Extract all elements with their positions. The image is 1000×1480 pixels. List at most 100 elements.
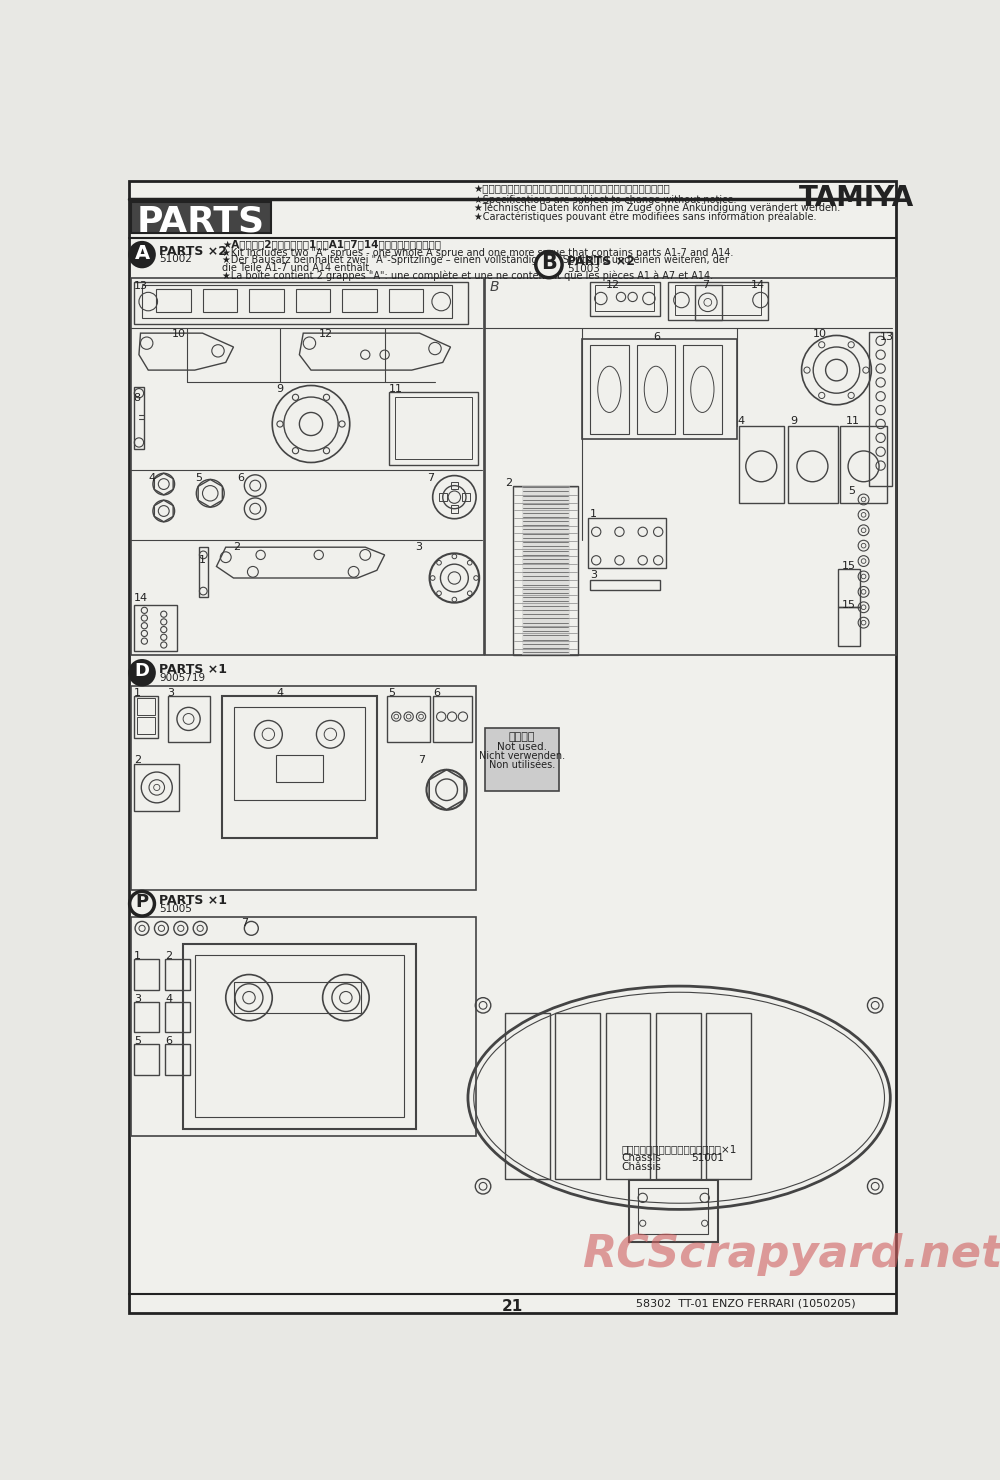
- Text: 13: 13: [134, 281, 148, 290]
- Text: 3: 3: [590, 570, 597, 580]
- Bar: [131, 916, 476, 1137]
- Text: 1: 1: [134, 952, 141, 962]
- Bar: [134, 764, 179, 811]
- Bar: [838, 568, 860, 607]
- Bar: [388, 392, 478, 465]
- Text: 10: 10: [172, 329, 186, 339]
- Text: 5: 5: [848, 485, 855, 496]
- Circle shape: [130, 660, 154, 685]
- Bar: [134, 281, 468, 324]
- Bar: [485, 278, 896, 656]
- Bar: [638, 1188, 708, 1234]
- Bar: [706, 1012, 751, 1178]
- Bar: [276, 755, 323, 781]
- Text: Nicht verwenden.: Nicht verwenden.: [479, 752, 565, 761]
- Text: 5: 5: [388, 688, 396, 699]
- Text: シャーシ・・・・・・・・・・・・×1: シャーシ・・・・・・・・・・・・×1: [621, 1144, 736, 1154]
- Bar: [296, 289, 330, 312]
- Text: PARTS ×1: PARTS ×1: [159, 894, 227, 907]
- Text: 6: 6: [433, 688, 440, 699]
- Text: 8: 8: [133, 394, 140, 403]
- Text: 2: 2: [134, 755, 141, 765]
- Bar: [137, 699, 155, 715]
- Bar: [134, 388, 144, 448]
- Text: 11: 11: [846, 416, 860, 426]
- Bar: [869, 332, 892, 485]
- Text: D: D: [135, 662, 150, 681]
- Text: 6: 6: [654, 332, 661, 342]
- Text: 1: 1: [199, 555, 206, 565]
- Bar: [505, 1012, 550, 1178]
- Text: ★Caractéristiques pouvant être modifiées sans information préalable.: ★Caractéristiques pouvant être modifiées…: [474, 212, 816, 222]
- Text: 15: 15: [842, 599, 856, 610]
- Bar: [342, 289, 377, 312]
- Bar: [840, 426, 887, 503]
- Bar: [656, 1012, 701, 1178]
- Bar: [450, 482, 458, 490]
- Text: 3: 3: [416, 542, 423, 552]
- Text: 2: 2: [505, 478, 512, 488]
- Text: RCScrapyard.net: RCScrapyard.net: [582, 1233, 1000, 1276]
- Bar: [739, 426, 784, 503]
- Text: 3: 3: [168, 688, 175, 699]
- Text: 15: 15: [842, 561, 856, 571]
- Bar: [695, 286, 722, 320]
- Text: 2: 2: [165, 952, 172, 962]
- Bar: [165, 1002, 190, 1033]
- Text: 14: 14: [134, 593, 148, 604]
- Text: ★Der Bausatz beinhaltet zwei "A"-Spritzlinge – einen vollständigen A-Spritzling : ★Der Bausatz beinhaltet zwei "A"-Spritzl…: [222, 256, 729, 265]
- Bar: [683, 345, 722, 434]
- Bar: [195, 955, 404, 1117]
- Bar: [142, 286, 452, 318]
- Bar: [183, 944, 416, 1129]
- Bar: [590, 345, 629, 434]
- Text: 9: 9: [276, 383, 283, 394]
- Text: A: A: [134, 244, 150, 262]
- Bar: [668, 281, 768, 320]
- Text: 58302  TT-01 ENZO FERRARI (1050205): 58302 TT-01 ENZO FERRARI (1050205): [637, 1299, 856, 1308]
- Bar: [387, 696, 430, 741]
- Text: 11: 11: [388, 383, 402, 394]
- Text: 2: 2: [234, 542, 241, 552]
- Circle shape: [130, 243, 154, 266]
- Bar: [199, 548, 208, 598]
- Text: ★Kit includes two "A" sprues - one whole A sprue and one more sprue that contain: ★Kit includes two "A" sprues - one whole…: [222, 247, 733, 258]
- Bar: [629, 1180, 718, 1242]
- Text: Non utilisées.: Non utilisées.: [489, 759, 555, 770]
- Text: PARTS ×2: PARTS ×2: [159, 244, 227, 258]
- Text: 14: 14: [751, 280, 765, 290]
- Bar: [788, 426, 838, 503]
- Bar: [134, 1043, 159, 1074]
- Bar: [462, 493, 470, 502]
- Text: die Teile A1-7 und A14 enthält.: die Teile A1-7 und A14 enthält.: [222, 263, 372, 274]
- Text: PARTS ×1: PARTS ×1: [159, 663, 227, 676]
- Bar: [588, 518, 666, 568]
- Bar: [522, 485, 570, 656]
- Bar: [439, 493, 447, 502]
- Bar: [234, 707, 365, 799]
- Text: PARTS ×2: PARTS ×2: [567, 255, 635, 268]
- Text: 7: 7: [427, 472, 434, 482]
- Text: 21: 21: [502, 1299, 523, 1314]
- Text: 7: 7: [418, 755, 425, 765]
- Bar: [512, 485, 578, 656]
- Bar: [675, 286, 761, 315]
- Circle shape: [536, 252, 562, 278]
- Bar: [838, 607, 860, 645]
- Bar: [395, 397, 472, 459]
- Text: 51001: 51001: [691, 1153, 724, 1163]
- Text: ★Aパーツは2枚組ですが、1枚はA1～7、14までしかありません。: ★Aパーツは2枚組ですが、1枚はA1～7、14までしかありません。: [222, 240, 441, 249]
- Bar: [234, 983, 361, 1012]
- Text: B: B: [541, 253, 557, 274]
- Bar: [165, 959, 190, 990]
- Text: 不要部品: 不要部品: [509, 733, 535, 741]
- Bar: [595, 286, 654, 311]
- Bar: [590, 281, 660, 317]
- Text: 6: 6: [237, 472, 244, 482]
- Bar: [131, 685, 476, 889]
- Text: 9005719: 9005719: [159, 673, 205, 682]
- Text: TAMIYA: TAMIYA: [799, 184, 914, 212]
- Text: 13: 13: [880, 332, 894, 342]
- Bar: [156, 289, 191, 312]
- Text: Not used.: Not used.: [497, 741, 547, 752]
